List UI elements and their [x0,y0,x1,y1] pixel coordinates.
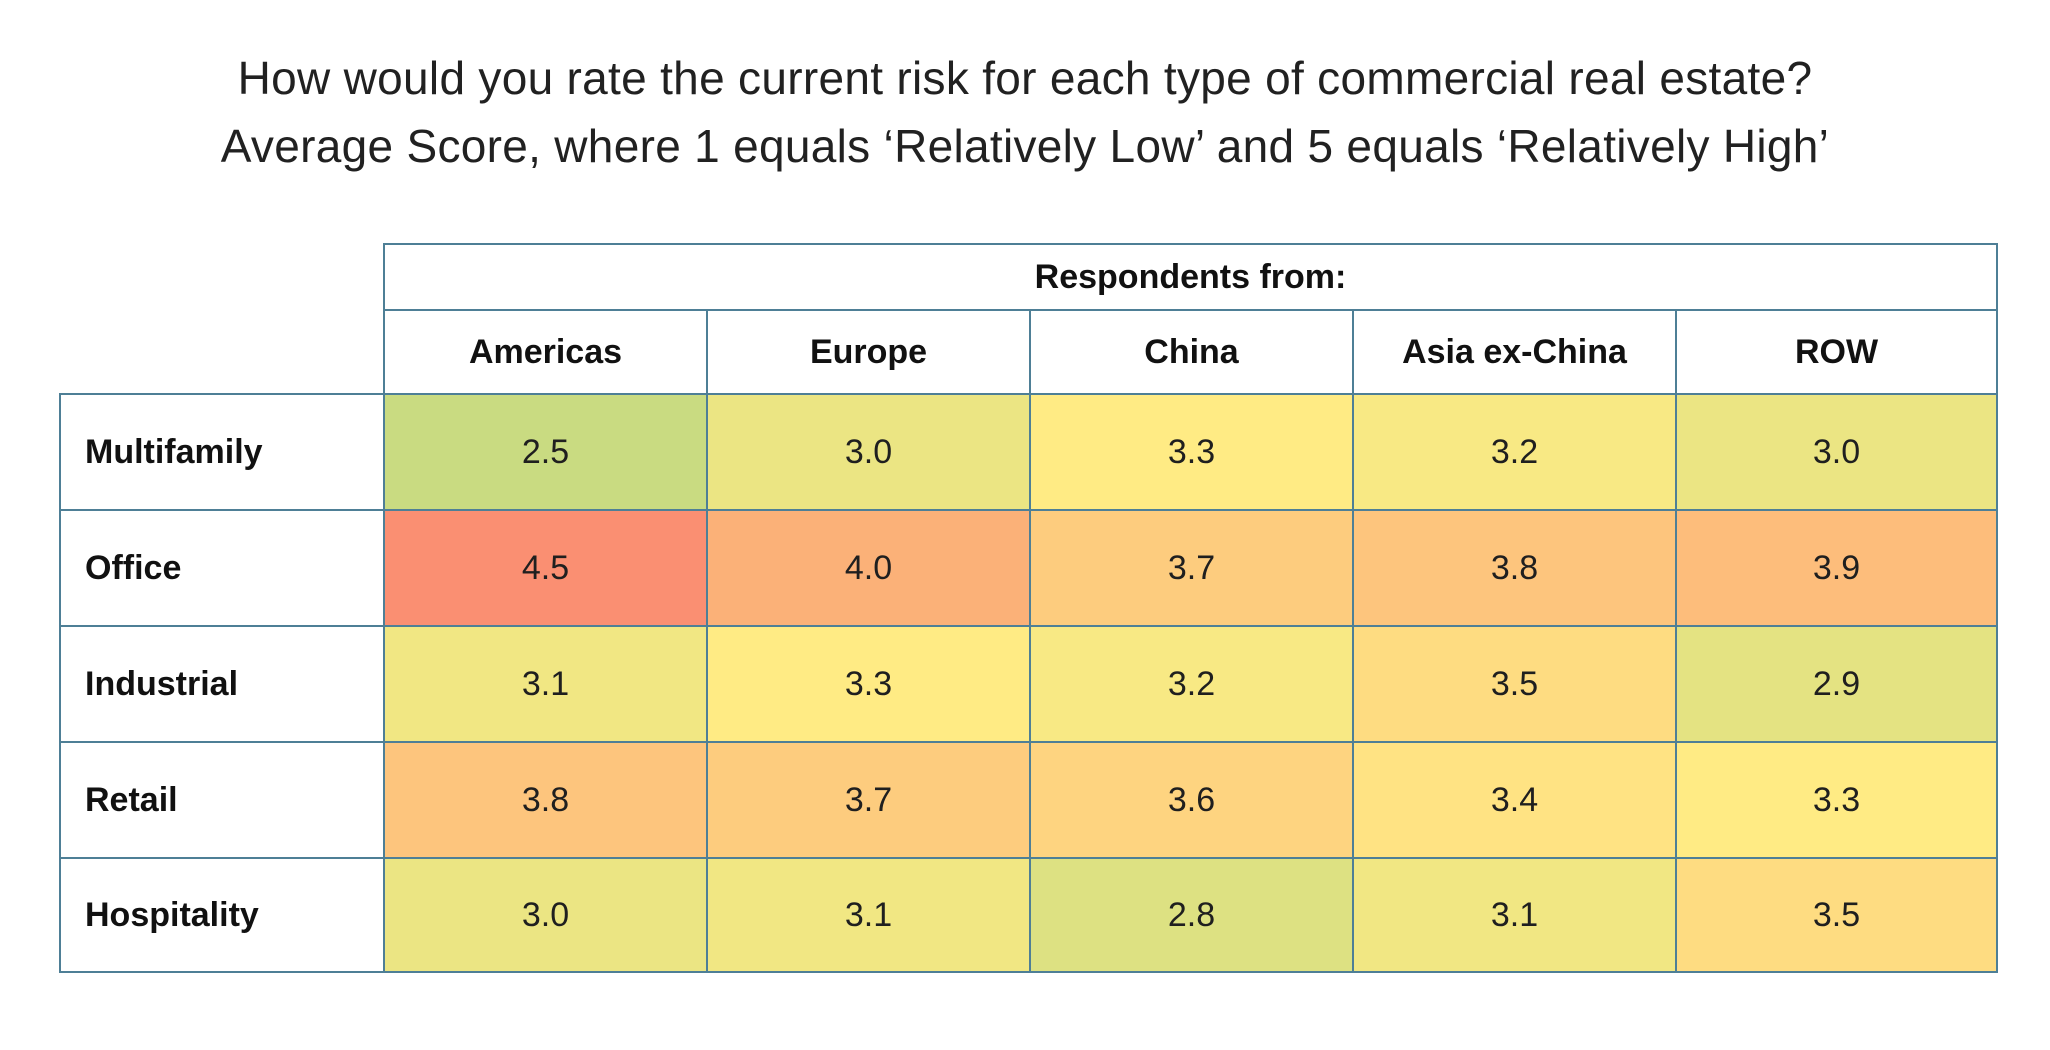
cell-office-americas: 4.5 [383,509,706,625]
cell-multifamily-americas: 2.5 [383,393,706,509]
cell-office-asia-ex-china: 3.8 [1352,509,1675,625]
cell-retail-china: 3.6 [1029,741,1352,857]
cell-industrial-europe: 3.3 [706,625,1029,741]
heatmap-table: Respondents from: Americas Europe China … [59,243,1998,973]
cell-office-china: 3.7 [1029,509,1352,625]
column-header-europe: Europe [706,309,1029,393]
cell-hospitality-asia-ex-china: 3.1 [1352,857,1675,973]
cell-retail-americas: 3.8 [383,741,706,857]
cell-multifamily-china: 3.3 [1029,393,1352,509]
column-header-americas: Americas [383,309,706,393]
cell-retail-asia-ex-china: 3.4 [1352,741,1675,857]
row-label-office: Office [59,509,383,625]
cell-retail-row: 3.3 [1675,741,1998,857]
cell-office-row: 3.9 [1675,509,1998,625]
chart-title-line1: How would you rate the current risk for … [237,52,1813,104]
cell-hospitality-row: 3.5 [1675,857,1998,973]
cell-multifamily-asia-ex-china: 3.2 [1352,393,1675,509]
cell-hospitality-americas: 3.0 [383,857,706,973]
cell-retail-europe: 3.7 [706,741,1029,857]
chart-title: How would you rate the current risk for … [0,44,2050,180]
cell-multifamily-europe: 3.0 [706,393,1029,509]
row-label-hospitality: Hospitality [59,857,383,973]
cell-industrial-asia-ex-china: 3.5 [1352,625,1675,741]
chart-title-line2: Average Score, where 1 equals ‘Relativel… [220,120,1830,172]
row-label-industrial: Industrial [59,625,383,741]
column-header-asia-ex-china: Asia ex-China [1352,309,1675,393]
row-label-multifamily: Multifamily [59,393,383,509]
cell-multifamily-row: 3.0 [1675,393,1998,509]
cell-industrial-china: 3.2 [1029,625,1352,741]
table-corner-spacer [59,309,383,393]
cell-hospitality-china: 2.8 [1029,857,1352,973]
table-corner-spacer [59,243,383,309]
cell-hospitality-europe: 3.1 [706,857,1029,973]
row-label-retail: Retail [59,741,383,857]
group-header-respondents-from: Respondents from: [383,243,1998,309]
cell-office-europe: 4.0 [706,509,1029,625]
column-header-row: ROW [1675,309,1998,393]
column-header-china: China [1029,309,1352,393]
cell-industrial-row: 2.9 [1675,625,1998,741]
cell-industrial-americas: 3.1 [383,625,706,741]
